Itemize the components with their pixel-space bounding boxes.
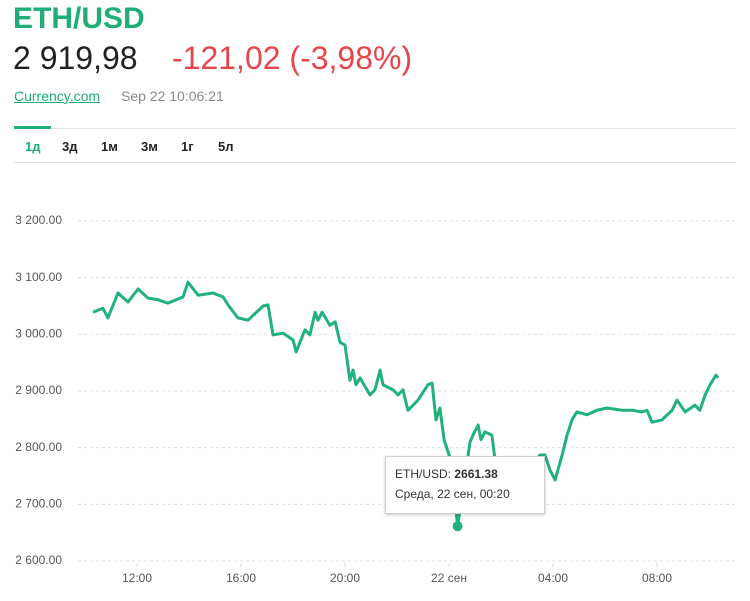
source-link[interactable]: Currency.com	[14, 88, 101, 104]
y-tick-label: 2 700.00	[15, 497, 62, 511]
tab[interactable]: 3д	[62, 139, 78, 154]
tab[interactable]: 1д	[25, 139, 41, 154]
price-change: -121,02 (-3,98%)	[172, 40, 413, 76]
tab[interactable]: 5л	[218, 139, 234, 154]
x-tick-label: 20:00	[330, 571, 360, 585]
x-tick-label: 22 сен	[431, 571, 467, 585]
x-tick-label: 08:00	[642, 571, 672, 585]
tooltip: ETH/USD: 2661.38 Среда, 22 сен, 00:20	[385, 456, 545, 514]
y-tick-label: 3 000.00	[15, 327, 62, 341]
tooltip-time: Среда, 22 сен, 00:20	[395, 487, 510, 501]
y-tick-label: 2 600.00	[15, 553, 62, 567]
pair-title: ETH/USD	[13, 2, 145, 35]
y-tick-label: 2 800.00	[15, 440, 62, 454]
divider	[14, 128, 736, 129]
timestamp: Sep 22 10:06:21	[121, 88, 224, 104]
price-line	[92, 280, 720, 528]
divider	[14, 162, 736, 163]
tab[interactable]: 1г	[181, 139, 194, 154]
tooltip-value: 2661.38	[454, 467, 498, 481]
x-tick-label: 12:00	[122, 571, 152, 585]
x-tick-label: 16:00	[226, 571, 256, 585]
price: 2 919,98	[13, 40, 138, 76]
hover-point	[452, 521, 463, 532]
y-tick-label: 3 200.00	[15, 213, 62, 227]
tab[interactable]: 1м	[101, 139, 118, 154]
y-tick-label: 3 100.00	[15, 270, 62, 284]
tab[interactable]: 3м	[141, 139, 158, 154]
active-tab-indicator	[14, 126, 51, 129]
x-tick-label: 04:00	[538, 571, 568, 585]
y-tick-label: 2 900.00	[15, 383, 62, 397]
tooltip-label: ETH/USD:	[395, 467, 452, 481]
